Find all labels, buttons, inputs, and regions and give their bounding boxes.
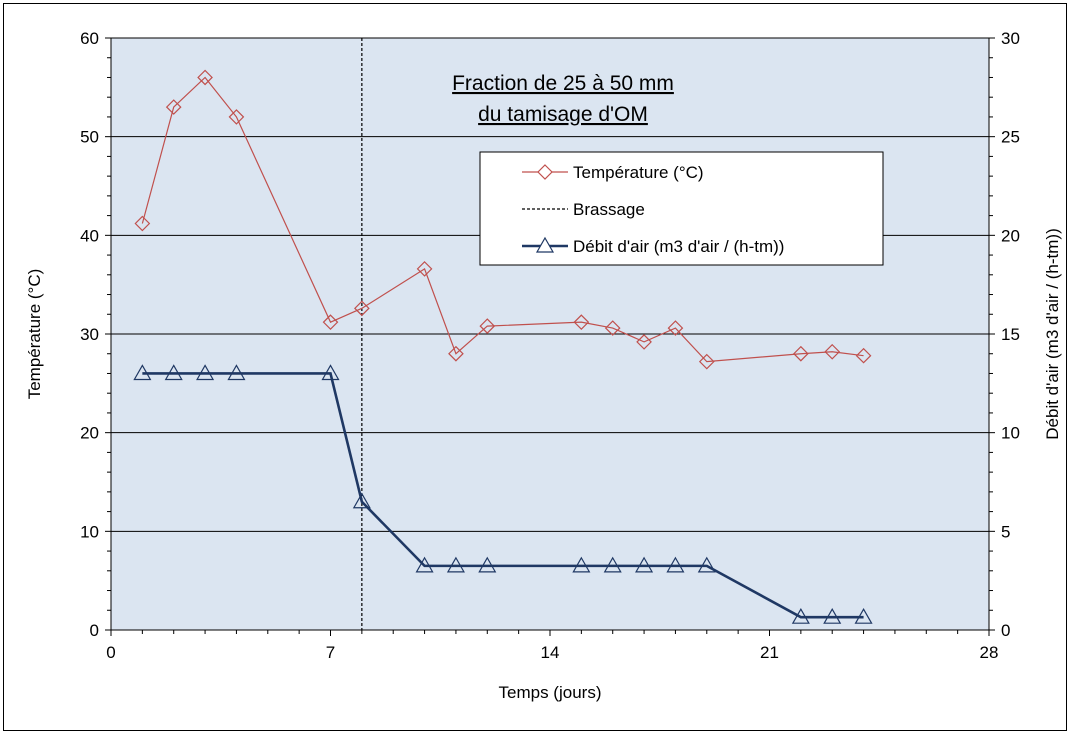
y-left-tick-label: 50 <box>80 128 99 147</box>
temperature-point <box>604 320 621 336</box>
y-right-tick-label: 20 <box>1001 226 1020 245</box>
airflow-point <box>572 556 591 573</box>
airflow-point <box>697 556 716 573</box>
legend-items: Température (°C) Brassage Débit d'air (m3 … <box>522 163 784 256</box>
temperature-point <box>448 345 464 362</box>
y-right-tick-label: 30 <box>1001 29 1020 48</box>
y-left-tick-label: 30 <box>80 325 99 344</box>
airflow-point <box>227 364 246 381</box>
temperature-point <box>322 314 339 331</box>
y-left-tick-label: 10 <box>80 522 99 541</box>
airflow-point <box>164 364 183 381</box>
temperature-point <box>134 215 151 232</box>
temperature-point <box>165 99 182 115</box>
airflow-point <box>854 607 873 624</box>
y-right-tick-label: 0 <box>1001 621 1010 640</box>
y-right-tick-label: 15 <box>1001 325 1020 344</box>
y-right-tick-label: 10 <box>1001 424 1020 443</box>
x-tick-label: 0 <box>106 643 115 662</box>
temperature-point <box>228 109 245 125</box>
legend-temperature-label: Température (°C) <box>573 163 704 182</box>
series-layer <box>133 38 873 630</box>
temperature-point <box>197 69 213 86</box>
y-axis-left-title: Température (°C) <box>25 269 44 400</box>
y-left-tick-label: 40 <box>80 226 99 245</box>
airflow-point <box>133 364 152 381</box>
legend-airflow-label: Débit d'air (m3 d'air / (h-tm)) <box>573 237 784 256</box>
airflow-point <box>352 492 371 509</box>
x-axis-title: Temps (jours) <box>499 683 602 702</box>
airflow-point <box>478 556 497 573</box>
y-right-tick-label: 25 <box>1001 128 1020 147</box>
legend-temperature-marker <box>537 164 553 180</box>
airflow-point <box>666 556 685 573</box>
airflow-point <box>791 607 810 624</box>
temperature-series-line <box>141 76 864 363</box>
legend-airflow-marker <box>535 236 555 253</box>
temperature-point <box>824 343 841 360</box>
airflow-point <box>415 556 434 573</box>
temperature-point <box>793 345 809 362</box>
temperature-point <box>698 353 715 370</box>
temperature-point <box>667 320 684 336</box>
temperature-point <box>479 318 496 334</box>
temperature-point <box>573 314 590 331</box>
airflow-point <box>321 364 340 381</box>
y-left-tick-label: 0 <box>90 621 99 640</box>
temperature-point <box>354 300 370 317</box>
airflow-point <box>603 556 622 573</box>
airflow-series-line <box>142 372 864 619</box>
x-tick-label: 14 <box>541 643 560 662</box>
y-axis-right-title: Débit d'air (m3 d'air / (h-tm)) <box>1043 228 1062 439</box>
x-tick-label: 28 <box>980 643 999 662</box>
x-tick-label: 7 <box>326 643 335 662</box>
airflow-point <box>823 607 842 624</box>
y-left-tick-label: 60 <box>80 29 99 48</box>
temperature-point <box>416 261 433 277</box>
temperature-point <box>855 347 872 364</box>
chart-title-line-1: Fraction de 25 à 50 mm <box>452 72 674 95</box>
temperature-point <box>636 334 652 350</box>
y-left-tick-label: 20 <box>80 424 99 443</box>
chart-title-line-2: du tamisage d'OM <box>478 103 648 126</box>
airflow-point <box>635 556 654 573</box>
y-right-tick-label: 5 <box>1001 522 1010 541</box>
legend-brassage-label: Brassage <box>573 200 645 219</box>
airflow-point <box>446 556 465 573</box>
legend: Température (°C) Brassage Débit d'air (m3 … <box>479 151 884 266</box>
x-tick-label: 21 <box>760 643 779 662</box>
airflow-point <box>196 364 215 381</box>
